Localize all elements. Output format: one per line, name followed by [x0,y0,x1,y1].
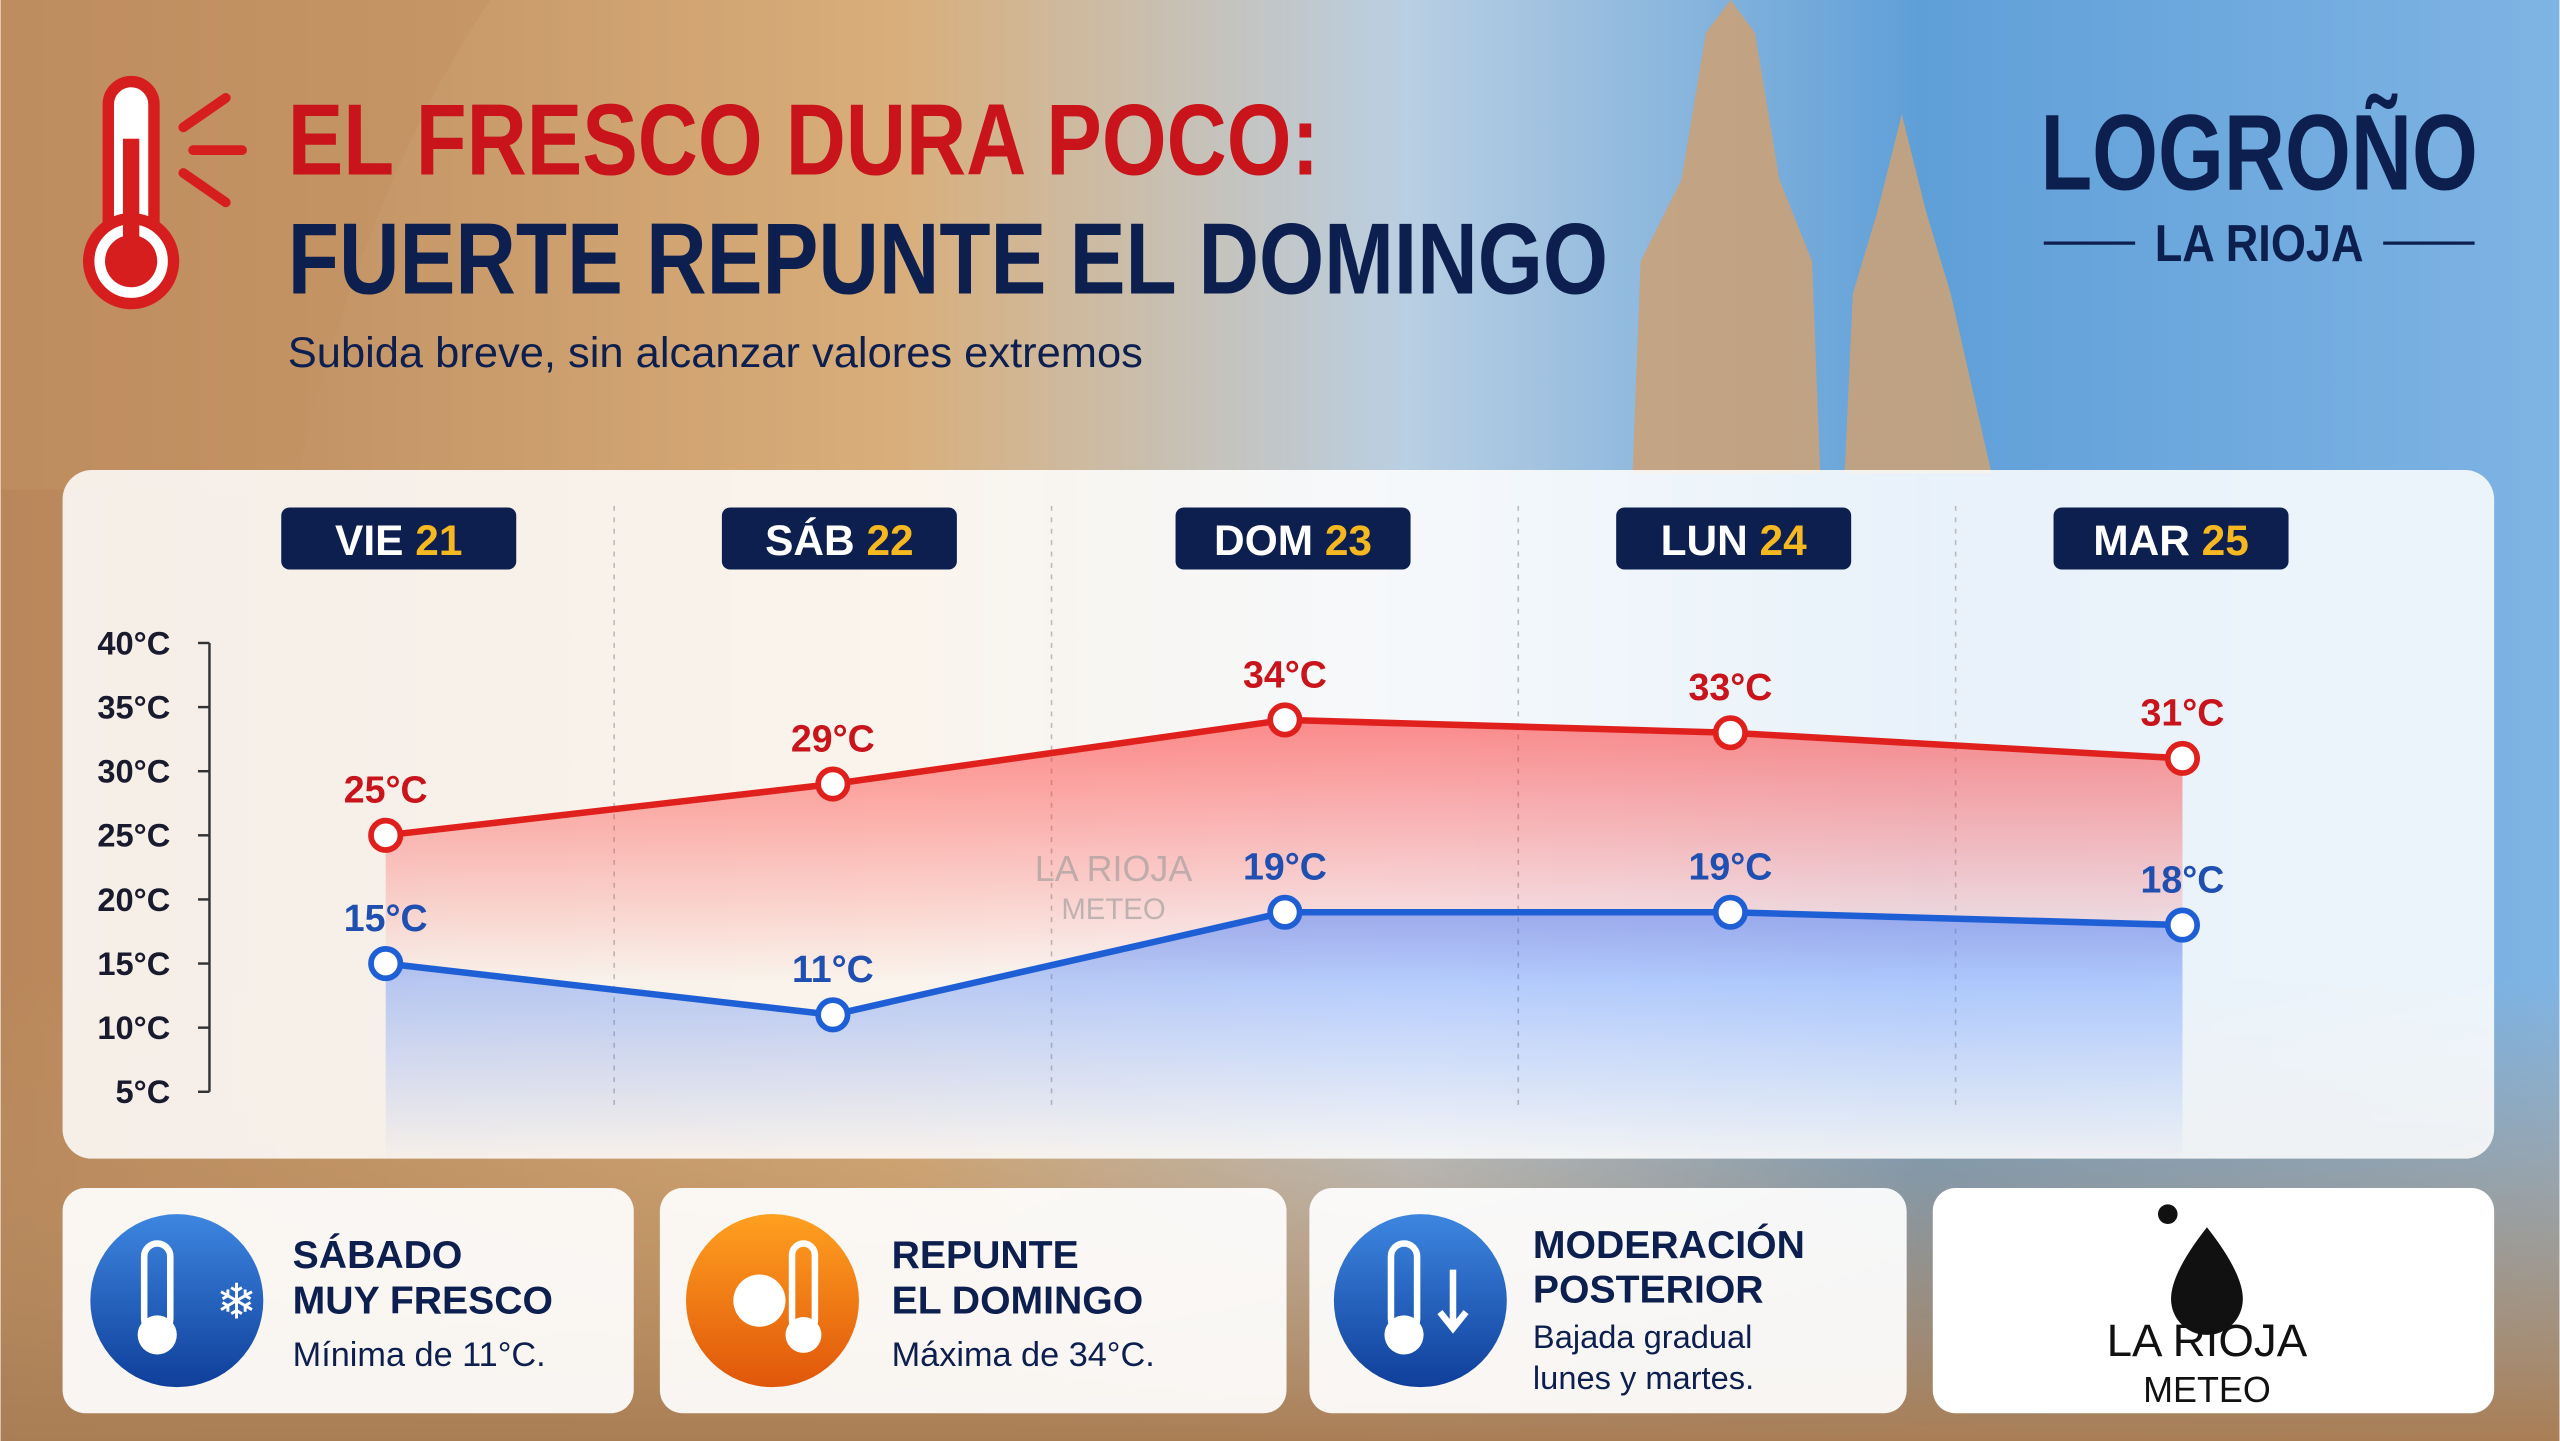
card-title: MODERACIÓN [1533,1223,1805,1267]
data-label: 29°C [791,717,875,759]
y-tick-label: 5°C [116,1073,171,1110]
x-tick-label: SÁB 22 [765,517,914,564]
data-label: 34°C [1243,653,1327,695]
point [1712,715,1748,751]
day-name: LUN [1661,517,1748,564]
card-title: REPUNTE [892,1234,1079,1277]
watermark: METEO [1061,893,1165,926]
card: MODERACIÓN POSTERIOR Bajada gradual lune… [1309,1188,1907,1414]
day-date: 24 [1760,517,1808,564]
card-text: Máxima de 34°C. [892,1336,1155,1374]
y-tick-label: 15°C [97,945,170,982]
point [815,766,851,802]
area [385,912,2183,1162]
plot: 5°C 10°C 15°C 20°C 25°C 30°C 35°C 40°C VIE 21 SÁB… [97,505,2289,1162]
title-line-1: EL FRESCO DURA POCO: [288,84,1319,197]
data-label: 15°C [344,897,428,939]
day-name: DOM [1214,517,1313,564]
card-text: Bajada gradual [1533,1318,1752,1355]
day-badge [2053,507,2289,570]
card: REPUNTE EL DOMINGO Máxima de 34°C. [659,1188,1287,1414]
x-tick-label: VIE 21 [335,517,462,564]
point [368,817,404,853]
logo-card: LA RIOJA METEO [1932,1188,2495,1414]
data-label: 19°C [1689,846,1773,888]
data-label: 18°C [2141,858,2225,900]
city: LOGROÑO [2040,92,2477,212]
day-badge [721,507,957,570]
day-date: 21 [415,517,462,564]
x-tick-label: DOM 23 [1214,517,1372,564]
data-label: 19°C [1243,846,1327,888]
point [1712,894,1748,930]
x-tick-label: MAR 25 [2093,517,2249,564]
subtitle: Subida breve, sin alcanzar valores extre… [288,329,1143,376]
y-tick-label: 40°C [97,624,170,661]
title-line-2: FUERTE REPUNTE EL DOMINGO [288,203,1608,316]
day-date: 23 [1325,517,1372,564]
card-title: SÁBADO [293,1233,463,1277]
card: ❄ SÁBADO MUY FRESCO Mínima de 11°C. [62,1188,634,1414]
card-text: Mínima de 11°C. [293,1336,546,1374]
y-tick-label: 25°C [97,817,170,854]
day-badge [1616,507,1852,570]
data-label: 31°C [2141,692,2225,734]
day-date: 25 [2202,517,2249,564]
region: LA RIOJA [2155,215,2364,273]
point [2164,740,2201,776]
day-name: MAR [2093,517,2190,564]
y-tick-label: 20°C [97,881,170,918]
day-name: SÁB [765,517,855,564]
card-title: EL DOMINGO [892,1280,1144,1323]
cathedral [1632,0,1992,474]
day-badge [1175,507,1411,570]
logo-text: LA RIOJA [2107,1315,2308,1366]
point [2164,907,2201,943]
data-label: 25°C [344,769,428,811]
y-tick-label: 10°C [97,1009,170,1046]
card-title: MUY FRESCO [293,1280,553,1323]
thermometer-icon [82,75,247,310]
day-date: 22 [866,517,913,564]
card-title: POSTERIOR [1533,1268,1764,1311]
y-tick-label: 30°C [97,753,170,790]
svg-text:❄: ❄ [216,1276,257,1330]
data-label: 33°C [1689,666,1773,708]
point [815,997,851,1033]
card-text: lunes y martes. [1533,1359,1754,1396]
y-tick-label: 35°C [97,689,170,726]
x-tick-label: LUN 24 [1661,517,1808,564]
data-label: 11°C [792,948,874,990]
day-badge [281,507,517,570]
point [1267,702,1303,738]
day-name: VIE [335,517,403,564]
point [368,945,404,982]
watermark: LA RIOJA [1035,849,1193,889]
point [1267,894,1303,930]
logo-text: METEO [2143,1370,2271,1410]
